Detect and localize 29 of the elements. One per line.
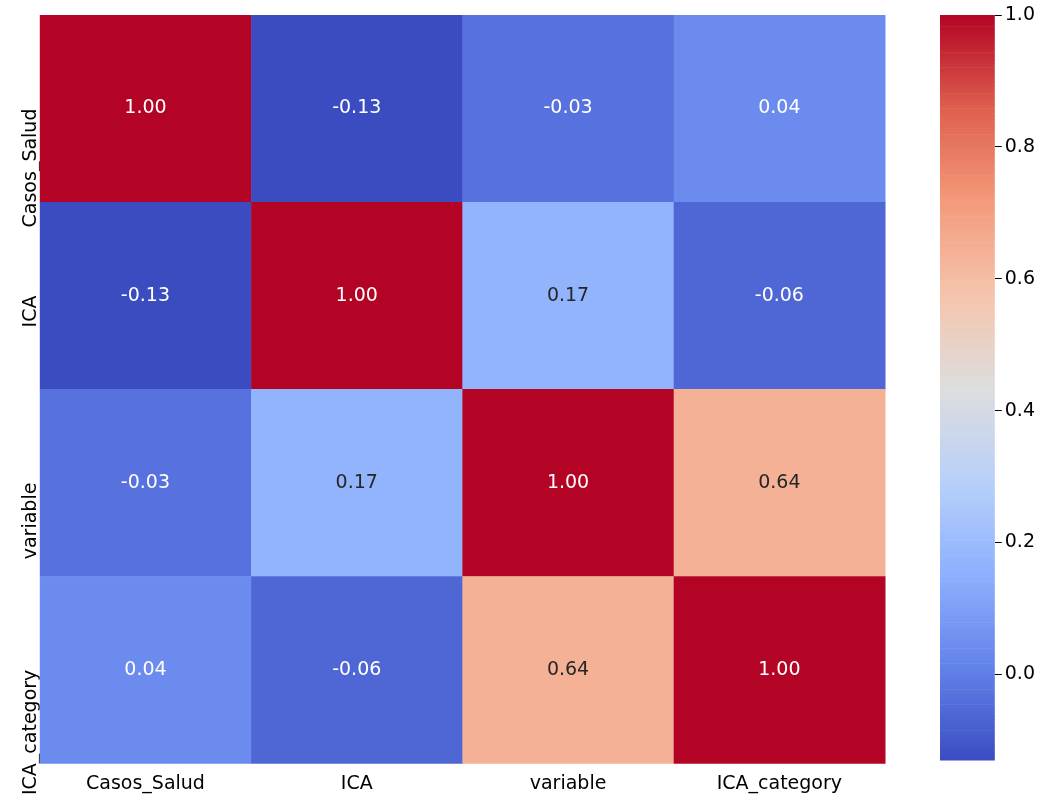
data-label: 1.00 [335, 282, 378, 305]
data-label: -0.13 [332, 95, 382, 118]
data-label: 1.00 [758, 656, 801, 679]
data-label: 0.17 [335, 469, 378, 492]
data-label: 0.64 [546, 656, 590, 679]
x-tick-label: ICA_category [716, 770, 843, 794]
data-label: -0.13 [120, 282, 171, 305]
y-tick-label: ICA [17, 295, 40, 328]
data-label: -0.06 [754, 282, 804, 305]
color-bar-label: 0.6 [1004, 265, 1035, 288]
x-tick-label: Casos_Salud [85, 770, 205, 794]
color-bar-label: 1.0 [1004, 1, 1035, 24]
data-label: 0.04 [124, 656, 167, 679]
data-label: 1.00 [124, 95, 167, 118]
data-label: -0.06 [332, 656, 382, 679]
y-tick-label: Casos_Salud [17, 108, 41, 228]
data-label: 0.64 [758, 469, 801, 492]
data-label: 0.17 [546, 282, 590, 305]
data-label: 1.00 [546, 469, 590, 492]
data-label: 0.04 [758, 95, 801, 118]
x-tick-label: variable [529, 770, 607, 793]
color-bar-label: 0.0 [1004, 661, 1035, 684]
color-bar-label: 0.2 [1004, 529, 1035, 552]
data-label: -0.03 [543, 95, 593, 118]
color-bar-label: 0.4 [1004, 397, 1035, 420]
color-bar-label: 0.8 [1004, 133, 1035, 156]
y-tick-label: variable [17, 482, 40, 560]
x-tick-label: ICA [340, 770, 373, 793]
data-label: -0.03 [120, 469, 171, 492]
